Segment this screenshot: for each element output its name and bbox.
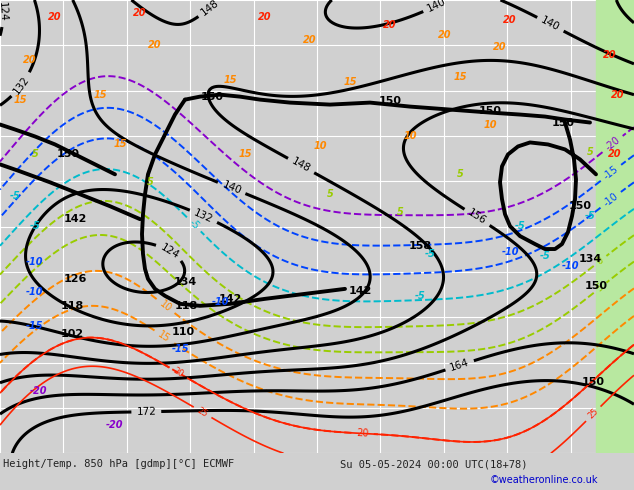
Text: 10: 10 <box>483 120 497 129</box>
Text: 102: 102 <box>60 329 84 339</box>
Text: Height/Temp. 850 hPa [gdmp][°C] ECMWF: Height/Temp. 850 hPa [gdmp][°C] ECMWF <box>3 459 234 469</box>
Text: 10: 10 <box>157 298 173 314</box>
Text: -5: -5 <box>540 251 550 261</box>
Text: 118: 118 <box>174 301 198 311</box>
Text: 20: 20 <box>503 15 517 25</box>
Text: 15: 15 <box>453 72 467 82</box>
Text: 15: 15 <box>113 140 127 149</box>
Text: 5: 5 <box>595 282 605 294</box>
Text: 140: 140 <box>426 0 448 14</box>
Text: 142: 142 <box>348 286 372 296</box>
Text: -10: -10 <box>561 261 579 271</box>
Text: 132: 132 <box>11 74 31 96</box>
Text: 124: 124 <box>158 242 181 261</box>
Text: 172: 172 <box>136 407 157 417</box>
Text: -10: -10 <box>26 257 44 267</box>
Text: -5: -5 <box>10 191 20 201</box>
Text: -5: -5 <box>425 249 436 259</box>
Text: 5: 5 <box>327 189 333 199</box>
Text: 148: 148 <box>200 0 221 18</box>
Text: 156: 156 <box>466 208 488 227</box>
Text: -20: -20 <box>29 387 47 396</box>
Text: -5: -5 <box>187 218 201 231</box>
Text: -10: -10 <box>501 247 519 257</box>
Text: 126: 126 <box>63 274 87 284</box>
Text: 20: 20 <box>438 30 452 40</box>
Text: 15: 15 <box>13 95 27 105</box>
Text: 10: 10 <box>313 142 327 151</box>
Text: 15: 15 <box>238 149 252 159</box>
Text: 20: 20 <box>493 42 507 52</box>
Text: 150: 150 <box>56 149 79 159</box>
Text: -15: -15 <box>26 321 44 331</box>
Text: 20: 20 <box>356 428 369 439</box>
Text: 20: 20 <box>133 8 146 18</box>
Text: 150: 150 <box>479 105 501 116</box>
Text: 150: 150 <box>581 376 604 387</box>
Text: 15: 15 <box>223 74 236 85</box>
Text: 142: 142 <box>218 294 242 304</box>
Text: Su 05-05-2024 00:00 UTC(18+78): Su 05-05-2024 00:00 UTC(18+78) <box>340 459 527 469</box>
Text: 164: 164 <box>449 358 470 373</box>
Text: 5: 5 <box>456 170 463 179</box>
Text: 158: 158 <box>408 241 432 251</box>
Text: 15: 15 <box>343 76 357 87</box>
Text: -20: -20 <box>107 420 124 430</box>
Text: 25: 25 <box>586 407 600 421</box>
Text: 142: 142 <box>63 214 87 224</box>
Text: 5: 5 <box>32 149 39 159</box>
Text: 25: 25 <box>196 406 209 419</box>
Text: 0: 0 <box>595 255 605 267</box>
Text: -10: -10 <box>211 297 229 307</box>
Text: 134: 134 <box>173 277 197 287</box>
Text: 134: 134 <box>578 254 602 264</box>
Text: -5: -5 <box>515 221 526 231</box>
Text: 150: 150 <box>552 118 574 127</box>
Text: -20: -20 <box>604 135 622 153</box>
Text: 110: 110 <box>171 327 195 337</box>
Text: -5: -5 <box>30 221 41 231</box>
Text: 150: 150 <box>378 96 401 106</box>
Text: 118: 118 <box>60 301 84 311</box>
Text: 148: 148 <box>290 156 312 175</box>
Text: -15: -15 <box>602 164 620 182</box>
Text: 20: 20 <box>258 12 272 22</box>
Text: 10: 10 <box>403 131 417 142</box>
Text: 140: 140 <box>221 180 243 196</box>
Text: 20: 20 <box>171 366 185 379</box>
Text: 20: 20 <box>603 50 617 60</box>
Text: 150: 150 <box>200 92 224 101</box>
Text: -10: -10 <box>26 287 44 297</box>
Text: 20: 20 <box>383 20 397 30</box>
Text: 15: 15 <box>156 329 172 344</box>
Text: 20: 20 <box>148 40 162 50</box>
Text: 20: 20 <box>303 35 317 45</box>
Text: -10: -10 <box>602 191 620 209</box>
Text: 20: 20 <box>608 149 622 159</box>
Text: 132: 132 <box>193 207 215 225</box>
Text: 15: 15 <box>93 90 107 99</box>
Text: 124: 124 <box>0 2 8 23</box>
Text: 150: 150 <box>569 201 592 211</box>
Text: -5: -5 <box>585 211 595 221</box>
Text: 20: 20 <box>611 90 624 99</box>
Bar <box>596 0 634 453</box>
Text: -15: -15 <box>171 343 189 354</box>
Text: -5: -5 <box>415 291 425 301</box>
Text: 20: 20 <box>23 55 37 65</box>
Text: 150: 150 <box>585 281 607 291</box>
Text: 140: 140 <box>540 15 562 33</box>
Text: 5: 5 <box>586 147 593 157</box>
Text: ©weatheronline.co.uk: ©weatheronline.co.uk <box>490 475 598 485</box>
Text: 20: 20 <box>48 12 61 22</box>
Text: 5: 5 <box>397 207 403 217</box>
Text: 5: 5 <box>146 177 153 187</box>
